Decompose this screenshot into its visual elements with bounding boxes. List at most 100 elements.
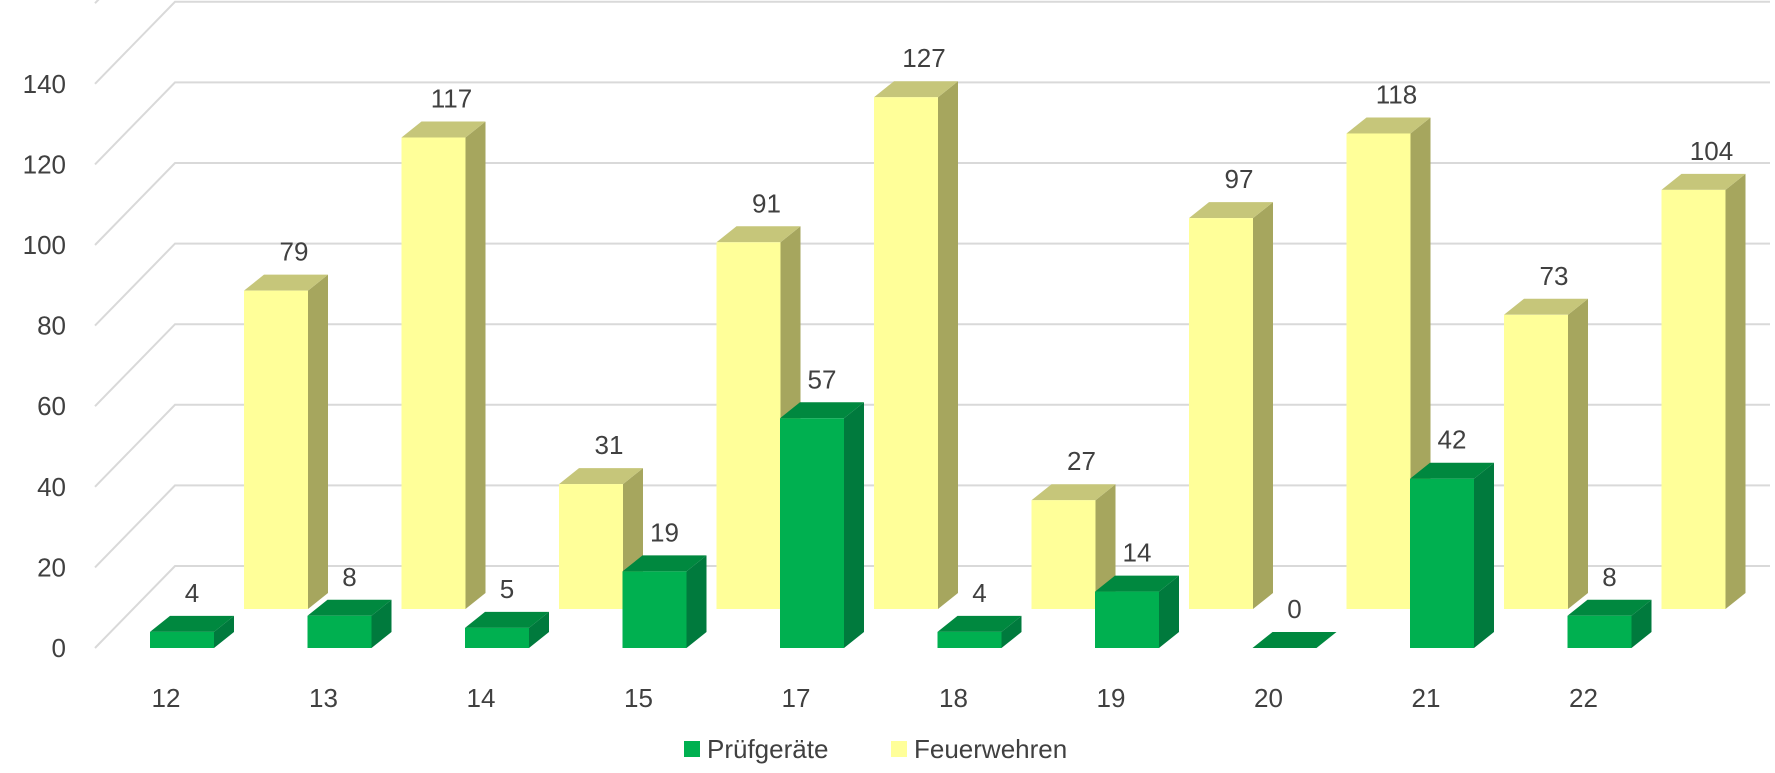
bar-feuerwehren-top <box>716 226 801 243</box>
data-label-pruefgeraete: 42 <box>1438 425 1467 455</box>
bar-pruefgeraete <box>465 611 549 648</box>
bar-feuerwehren-top <box>1661 173 1746 190</box>
bar-feuerwehren-front <box>1346 133 1411 609</box>
bar-pruefgeraete-front <box>937 631 1002 648</box>
bar-pruefgeraete-front <box>1410 478 1474 648</box>
data-label-feuerwehren: 127 <box>902 43 945 73</box>
bar-feuerwehren <box>1189 202 1273 609</box>
legend: Prüfgeräte Feuerwehren <box>684 734 1067 764</box>
bar-pruefgeraete-top <box>1567 599 1652 616</box>
y-tick-label: 100 <box>23 230 66 260</box>
bar-feuerwehren-top <box>401 121 486 138</box>
data-label-feuerwehren: 117 <box>431 83 472 113</box>
y-tick-label: 80 <box>37 311 66 341</box>
bar-feuerwehren-side <box>1725 173 1746 609</box>
bar-pruefgeraete-front <box>780 418 844 648</box>
y-tick-label: 20 <box>37 552 66 582</box>
bar-pruefgeraete-top <box>1252 632 1337 648</box>
data-label-feuerwehren: 79 <box>280 237 309 267</box>
bar-pruefgeraete <box>150 615 234 648</box>
bar-feuerwehren-top <box>874 81 958 98</box>
x-tick-label: 19 <box>1097 683 1126 713</box>
bar-feuerwehren-side <box>1568 298 1588 609</box>
data-label-feuerwehren: 27 <box>1067 446 1096 476</box>
bar-pruefgeraete-top <box>622 555 707 572</box>
bar-pruefgeraete-top <box>780 402 864 419</box>
bar-pruefgeraete-top <box>465 611 549 628</box>
bar-pruefgeraete <box>780 402 864 648</box>
x-tick-label: 15 <box>624 683 653 713</box>
x-tick-label: 12 <box>152 683 181 713</box>
series-front-bars <box>150 402 1652 648</box>
bar-feuerwehren-top <box>1189 202 1273 219</box>
y-tick-label: 120 <box>23 149 66 179</box>
bar-feuerwehren <box>244 274 328 609</box>
bar-pruefgeraete-front <box>1567 615 1632 648</box>
bar-feuerwehren-top <box>1504 298 1588 315</box>
gridlines <box>94 0 1770 649</box>
bar-feuerwehren-front <box>716 242 781 609</box>
bar-pruefgeraete-front <box>465 627 529 648</box>
bar-pruefgeraete-side <box>371 599 392 648</box>
bar-pruefgeraete-top <box>937 615 1022 632</box>
bar-pruefgeraete <box>937 615 1022 648</box>
data-label-pruefgeraete: 4 <box>185 578 199 608</box>
bar-pruefgeraete-side <box>214 615 234 648</box>
series-back-bars <box>244 81 1746 610</box>
bar-pruefgeraete-front <box>307 615 372 648</box>
bar-pruefgeraete-side <box>1001 615 1022 648</box>
data-label-pruefgeraete: 8 <box>1602 562 1616 592</box>
data-label-feuerwehren: 91 <box>752 188 781 218</box>
bar-pruefgeraete-front <box>622 571 687 648</box>
gridline <box>94 81 1770 166</box>
data-label-pruefgeraete: 0 <box>1287 594 1301 624</box>
y-axis-ticks: 0 20 40 60 80 100 120 140 <box>23 69 66 663</box>
y-tick-label: 140 <box>23 69 66 99</box>
bar-pruefgeraete-top <box>1095 575 1179 592</box>
bar-feuerwehren-front <box>1031 500 1096 609</box>
data-label-feuerwehren: 97 <box>1225 164 1254 194</box>
x-tick-label: 20 <box>1254 683 1283 713</box>
bar-pruefgeraete <box>1252 632 1337 648</box>
bar-feuerwehren <box>1504 298 1588 609</box>
x-axis-ticks: 12 13 14 15 17 18 19 20 21 22 <box>152 683 1598 713</box>
y-tick-label: 60 <box>37 391 66 421</box>
bar-feuerwehren-top <box>559 468 643 485</box>
bar-pruefgeraete-side <box>686 555 707 648</box>
bar-feuerwehren-side <box>1253 202 1273 609</box>
bar-pruefgeraete-side <box>1159 575 1179 648</box>
data-label-feuerwehren: 104 <box>1690 136 1733 166</box>
bar-pruefgeraete <box>1095 575 1179 648</box>
bar-feuerwehren-top <box>1346 117 1431 134</box>
bar-feuerwehren-side <box>938 81 958 609</box>
data-labels: 79 4 117 8 31 5 91 19 127 57 27 4 97 14 118 0 73 42 104 8 <box>185 43 1733 624</box>
bar-feuerwehren-front <box>401 137 466 610</box>
bar-pruefgeraete <box>307 599 392 648</box>
bar-pruefgeraete-side <box>1631 599 1652 648</box>
bar-feuerwehren-front <box>1661 189 1726 609</box>
data-label-pruefgeraete: 5 <box>500 574 514 604</box>
bar-feuerwehren-side <box>308 274 328 609</box>
gridline <box>94 0 1770 85</box>
y-tick-label: 40 <box>37 472 66 502</box>
bar-feuerwehren-top <box>1031 484 1116 501</box>
x-tick-label: 21 <box>1412 683 1441 713</box>
x-tick-label: 22 <box>1569 683 1598 713</box>
bar-feuerwehren <box>401 121 486 610</box>
gridline <box>94 162 1770 246</box>
bar-pruefgeraete-front <box>1095 591 1159 648</box>
bar-pruefgeraete-side <box>844 402 864 648</box>
bar-feuerwehren-top <box>244 274 328 291</box>
data-label-pruefgeraete: 14 <box>1123 538 1152 568</box>
legend-label-pruefgeraete: Prüfgeräte <box>707 734 828 764</box>
bar-feuerwehren-front <box>1504 314 1568 609</box>
data-label-pruefgeraete: 4 <box>972 578 986 608</box>
bar-pruefgeraete <box>1567 599 1652 648</box>
bar-pruefgeraete-top <box>150 615 234 632</box>
bar-pruefgeraete-side <box>1474 462 1494 648</box>
bar-feuerwehren-side <box>1095 484 1116 609</box>
bar-pruefgeraete-front <box>150 631 214 648</box>
bar-pruefgeraete <box>1410 462 1494 648</box>
x-tick-label: 13 <box>309 683 338 713</box>
